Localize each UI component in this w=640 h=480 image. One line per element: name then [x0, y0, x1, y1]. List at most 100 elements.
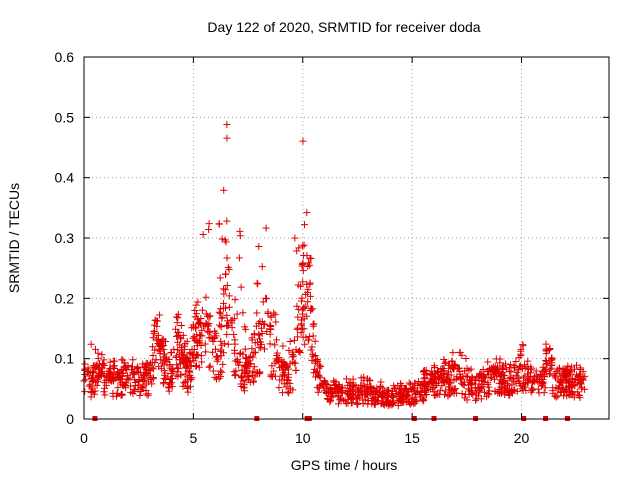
data-point [386, 399, 394, 407]
data-point [254, 280, 262, 288]
data-point [239, 309, 247, 317]
x-tick-label: 5 [189, 430, 197, 446]
data-point [568, 363, 576, 371]
data-points [80, 121, 589, 410]
data-point [224, 263, 232, 271]
data-point [552, 368, 560, 376]
data-point [491, 375, 499, 383]
data-point [254, 338, 262, 346]
data-point [543, 358, 551, 366]
data-point [462, 372, 470, 380]
data-point [408, 395, 416, 403]
data-point [167, 349, 175, 357]
data-point [505, 391, 513, 399]
data-point [306, 261, 314, 269]
data-point [424, 380, 432, 388]
data-point [160, 350, 168, 358]
data-point [279, 389, 287, 397]
data-point [224, 340, 232, 348]
data-point [428, 371, 436, 379]
data-point [285, 373, 293, 381]
data-point [192, 301, 200, 309]
data-point [142, 390, 150, 398]
data-point [100, 372, 108, 380]
data-point [499, 365, 507, 373]
data-point [394, 402, 402, 410]
data-point [208, 335, 216, 343]
data-point [129, 390, 137, 398]
data-point [494, 389, 502, 397]
data-point [548, 359, 556, 367]
data-point [307, 306, 315, 314]
data-point [493, 366, 501, 374]
data-point [523, 378, 531, 386]
data-point [250, 377, 258, 385]
data-point [152, 317, 160, 325]
data-point [283, 363, 291, 371]
data-point [314, 388, 322, 396]
data-point [562, 376, 570, 384]
data-point [286, 338, 294, 346]
data-point [549, 389, 557, 397]
data-point [161, 371, 169, 379]
data-point [450, 361, 458, 369]
data-point [225, 292, 233, 300]
data-point [129, 356, 137, 364]
x-tick-label: 0 [80, 430, 88, 446]
data-point [256, 368, 264, 376]
data-point [202, 348, 210, 356]
data-point [109, 363, 117, 371]
data-point [507, 361, 515, 369]
data-point [151, 346, 159, 354]
data-point [389, 387, 397, 395]
y-tick-label: 0.1 [55, 351, 75, 367]
data-point [539, 368, 547, 376]
data-point [466, 376, 474, 384]
data-point [354, 388, 362, 396]
data-point [576, 394, 584, 402]
data-point [198, 358, 206, 366]
data-point [306, 279, 314, 287]
data-point [337, 387, 345, 395]
data-point [131, 379, 139, 387]
data-point [221, 340, 229, 348]
data-point [223, 282, 231, 290]
y-tick-label: 0.5 [55, 109, 75, 125]
data-point [225, 303, 233, 311]
data-point [320, 387, 328, 395]
data-point [361, 396, 369, 404]
data-point [230, 346, 238, 354]
data-point [223, 330, 231, 338]
data-point [475, 370, 483, 378]
data-point [109, 377, 117, 385]
data-point [563, 376, 571, 384]
data-point [436, 373, 444, 381]
data-point [449, 386, 457, 394]
data-point [305, 333, 313, 341]
data-point [498, 385, 506, 393]
data-point [152, 356, 160, 364]
data-point [522, 386, 530, 394]
data-point [291, 234, 299, 242]
data-point [485, 391, 493, 399]
data-point [451, 360, 459, 368]
data-point [147, 366, 155, 374]
data-point [91, 345, 99, 353]
data-point [535, 375, 543, 383]
data-point [555, 364, 563, 372]
data-point [177, 371, 185, 379]
data-point [342, 375, 350, 383]
data-point [308, 343, 316, 351]
data-point [377, 383, 385, 391]
axis-ticks [83, 56, 609, 420]
data-point [159, 353, 167, 361]
data-point [150, 328, 158, 336]
y-tick-labels: 0 0.1 0.2 0.3 0.4 0.5 0.6 [55, 49, 75, 427]
chart-title: Day 122 of 2020, SRMTID for receiver dod… [207, 19, 480, 35]
data-point [558, 385, 566, 393]
data-point [456, 349, 464, 357]
data-point [512, 358, 520, 366]
data-point [86, 381, 94, 389]
data-point [294, 313, 302, 321]
data-point [114, 384, 122, 392]
